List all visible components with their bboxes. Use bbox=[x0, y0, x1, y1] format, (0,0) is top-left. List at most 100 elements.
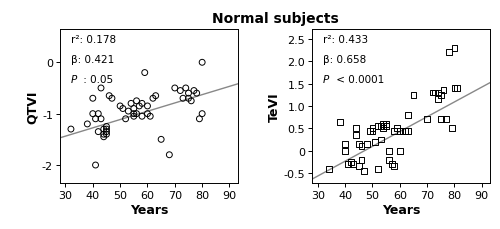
Point bbox=[130, 107, 138, 111]
Point bbox=[130, 115, 138, 119]
Point bbox=[144, 105, 152, 108]
Point bbox=[100, 128, 108, 131]
Point bbox=[184, 97, 192, 101]
Point bbox=[105, 94, 113, 98]
Point bbox=[376, 138, 384, 142]
Point bbox=[445, 51, 453, 55]
Point bbox=[341, 143, 349, 146]
Point bbox=[404, 114, 412, 117]
Point bbox=[171, 87, 179, 90]
Point bbox=[122, 117, 130, 121]
Point bbox=[100, 135, 108, 139]
Point bbox=[366, 129, 374, 133]
Point bbox=[393, 127, 401, 131]
Point bbox=[97, 87, 105, 90]
Point bbox=[198, 61, 206, 65]
X-axis label: Years: Years bbox=[130, 203, 168, 216]
Point bbox=[192, 92, 200, 95]
Point bbox=[440, 89, 448, 93]
Point bbox=[157, 138, 165, 142]
Point bbox=[136, 105, 143, 108]
Point bbox=[396, 129, 404, 133]
Point bbox=[360, 169, 368, 173]
Point bbox=[423, 118, 431, 122]
Point bbox=[130, 112, 138, 116]
Point bbox=[352, 127, 360, 131]
Point bbox=[132, 100, 140, 103]
Text: β: 0.658: β: 0.658 bbox=[323, 54, 366, 64]
Point bbox=[89, 97, 97, 101]
Point bbox=[402, 129, 409, 133]
Point bbox=[410, 93, 418, 97]
Point bbox=[390, 165, 398, 169]
Point bbox=[176, 89, 184, 93]
Point bbox=[358, 145, 366, 148]
Point bbox=[119, 107, 127, 111]
Point bbox=[376, 125, 384, 128]
Point bbox=[97, 117, 105, 121]
Point bbox=[336, 120, 344, 124]
Point bbox=[350, 163, 358, 166]
Point bbox=[324, 167, 332, 171]
Point bbox=[371, 140, 379, 144]
Point bbox=[146, 115, 154, 119]
Point bbox=[382, 125, 390, 128]
Point bbox=[428, 91, 436, 95]
Point bbox=[196, 117, 203, 121]
Text: r²: 0.433: r²: 0.433 bbox=[323, 34, 368, 44]
Point bbox=[355, 143, 363, 146]
Point bbox=[368, 129, 376, 133]
Point bbox=[352, 134, 360, 137]
Point bbox=[346, 160, 354, 164]
Text: P: P bbox=[323, 74, 329, 84]
Point bbox=[388, 163, 396, 166]
Point bbox=[100, 133, 108, 136]
Point bbox=[442, 118, 450, 122]
Point bbox=[102, 130, 110, 134]
Point bbox=[198, 112, 206, 116]
Point bbox=[92, 117, 100, 121]
Point bbox=[124, 110, 132, 113]
Text: β: 0.421: β: 0.421 bbox=[70, 54, 114, 64]
Point bbox=[380, 123, 388, 126]
Point bbox=[138, 115, 146, 119]
Point bbox=[437, 93, 445, 97]
Point bbox=[374, 167, 382, 171]
Text: P: P bbox=[70, 74, 77, 84]
Point bbox=[437, 118, 445, 122]
Point bbox=[341, 149, 349, 153]
Point bbox=[116, 105, 124, 108]
Point bbox=[144, 112, 152, 116]
Point bbox=[448, 127, 456, 131]
Point bbox=[434, 98, 442, 102]
Point bbox=[140, 71, 148, 75]
Point bbox=[432, 91, 440, 95]
Point bbox=[127, 102, 135, 106]
Text: < 0.0001: < 0.0001 bbox=[332, 74, 384, 84]
Point bbox=[132, 112, 140, 116]
Point bbox=[374, 125, 382, 128]
Point bbox=[385, 149, 393, 153]
Y-axis label: QTVI: QTVI bbox=[26, 90, 39, 123]
Point bbox=[84, 123, 92, 126]
Point bbox=[67, 128, 75, 131]
Point bbox=[382, 125, 390, 128]
Point bbox=[187, 100, 195, 103]
Point bbox=[102, 125, 110, 129]
Point bbox=[108, 97, 116, 101]
Point bbox=[344, 163, 352, 166]
Point bbox=[368, 127, 376, 131]
Point bbox=[94, 112, 102, 116]
Point bbox=[179, 97, 187, 101]
Point bbox=[363, 143, 371, 146]
Point bbox=[398, 129, 406, 133]
Y-axis label: TeVI: TeVI bbox=[268, 92, 281, 121]
Point bbox=[380, 127, 388, 131]
Point bbox=[182, 87, 190, 90]
Point bbox=[184, 92, 192, 95]
Point bbox=[355, 165, 363, 169]
Point bbox=[102, 133, 110, 136]
Point bbox=[453, 87, 461, 90]
Point bbox=[102, 128, 110, 131]
Point bbox=[166, 153, 173, 157]
